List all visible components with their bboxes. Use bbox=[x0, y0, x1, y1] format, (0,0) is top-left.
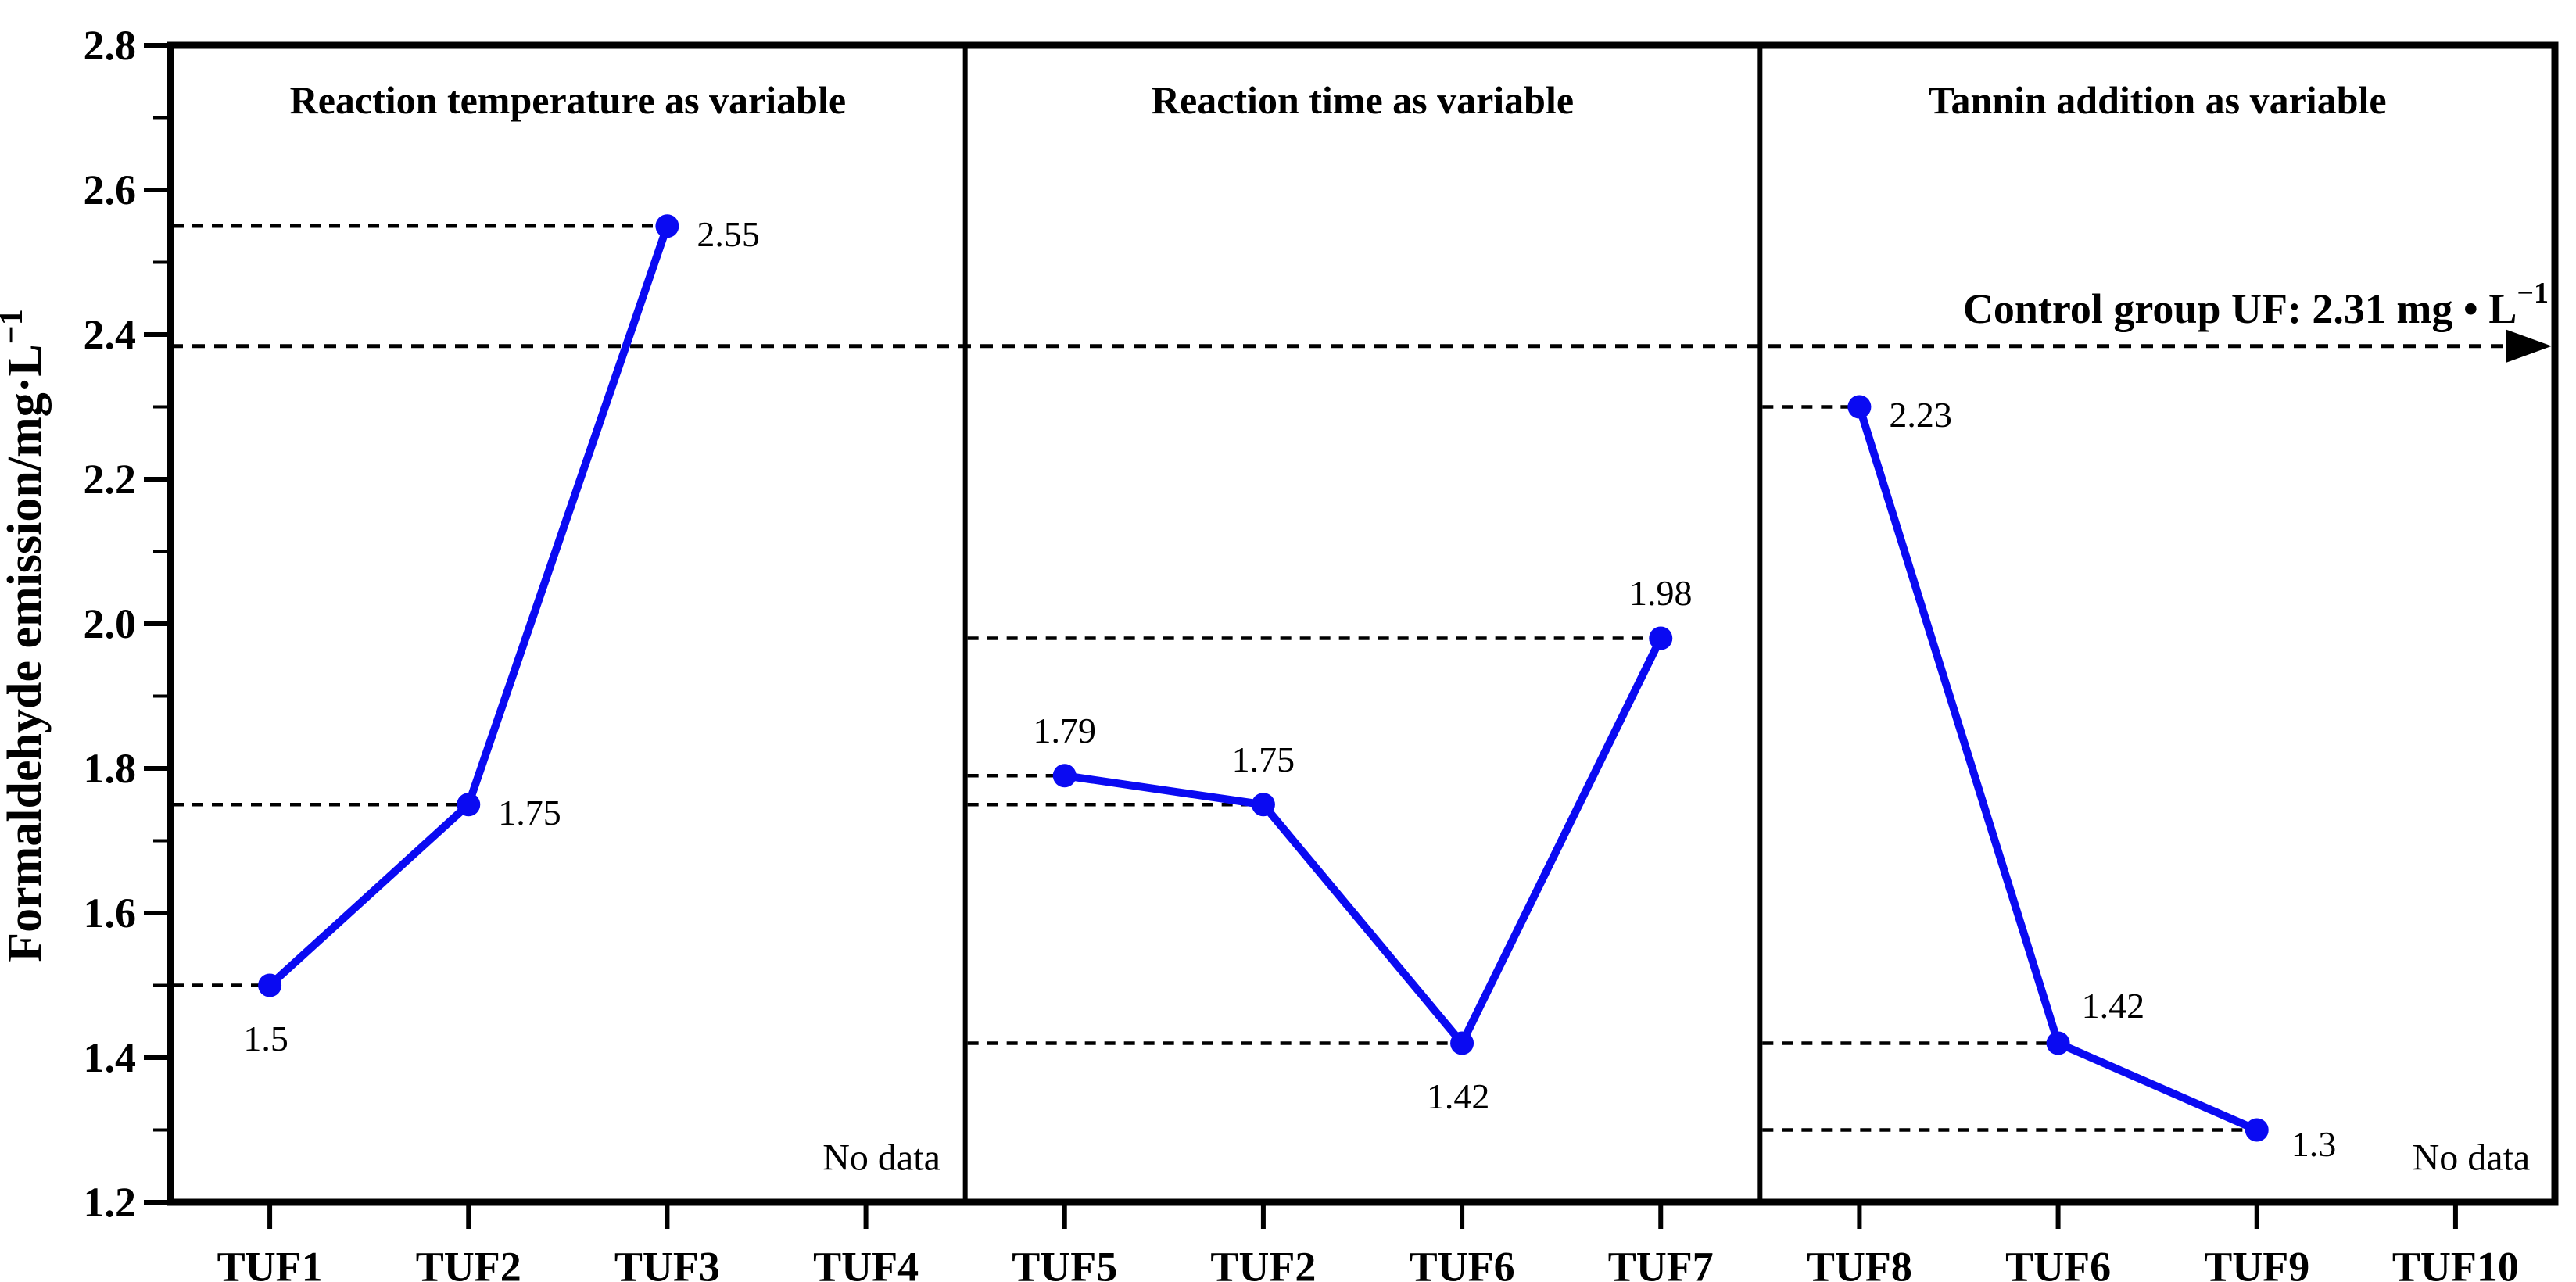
data-point-label: 1.75 bbox=[1232, 739, 1295, 779]
x-tick-label: TUF1 bbox=[217, 1243, 323, 1282]
x-tick-label: TUF2 bbox=[416, 1243, 521, 1282]
data-point-label: 1.98 bbox=[1629, 573, 1693, 613]
data-point bbox=[655, 214, 679, 238]
control-line-label: Control group UF: 2.31 mg • L−1 bbox=[1963, 277, 2549, 332]
y-tick-label: 2.4 bbox=[84, 311, 137, 358]
series-line bbox=[266, 222, 672, 990]
x-tick-label: TUF7 bbox=[1608, 1243, 1714, 1282]
y-tick-label: 1.4 bbox=[84, 1034, 137, 1081]
y-tick-label: 2.6 bbox=[84, 167, 137, 213]
data-point bbox=[457, 793, 481, 817]
x-tick-label: TUF5 bbox=[1012, 1243, 1117, 1282]
x-tick-label: TUF6 bbox=[1410, 1243, 1515, 1282]
data-point bbox=[2245, 1118, 2269, 1142]
y-axis-label: Formaldehyde emission/mg·L−1 bbox=[0, 309, 52, 962]
y-tick-label: 2.2 bbox=[84, 456, 137, 503]
data-point-label: 1.42 bbox=[1427, 1076, 1490, 1116]
data-point-label: 2.23 bbox=[1889, 395, 1952, 435]
data-point bbox=[2046, 1031, 2070, 1055]
x-tick-label: TUF4 bbox=[813, 1243, 919, 1282]
panel-title: Reaction time as variable bbox=[1152, 78, 1574, 122]
no-data-label: No data bbox=[822, 1137, 940, 1179]
y-tick-label: 1.6 bbox=[84, 890, 137, 936]
data-point bbox=[1251, 793, 1275, 817]
y-tick-label: 1.8 bbox=[84, 745, 137, 792]
x-tick-label: TUF8 bbox=[1807, 1243, 1912, 1282]
data-point-label: 1.3 bbox=[2291, 1124, 2337, 1164]
data-point bbox=[1649, 626, 1673, 650]
x-tick-label: TUF2 bbox=[1210, 1243, 1316, 1282]
x-tick-label: TUF9 bbox=[2204, 1243, 2309, 1282]
data-point-label: 1.79 bbox=[1034, 711, 1097, 750]
y-tick-label: 2.8 bbox=[84, 22, 137, 69]
data-point-label: 1.75 bbox=[498, 793, 561, 833]
y-tick-label: 2.0 bbox=[84, 600, 137, 647]
data-point bbox=[1847, 395, 1872, 419]
series-line bbox=[1855, 403, 2261, 1134]
data-point bbox=[1052, 764, 1077, 788]
data-point bbox=[258, 973, 282, 997]
series-line bbox=[1060, 634, 1665, 1047]
x-tick-label: TUF3 bbox=[614, 1243, 720, 1282]
data-point bbox=[1450, 1031, 1474, 1055]
x-tick-label: TUF10 bbox=[2392, 1243, 2519, 1282]
control-line-arrow bbox=[2506, 329, 2552, 363]
x-tick-label: TUF6 bbox=[2005, 1243, 2111, 1282]
data-point-label: 1.42 bbox=[2082, 986, 2145, 1026]
plot-frame bbox=[167, 41, 2559, 1206]
data-point-label: 1.5 bbox=[243, 1019, 288, 1058]
y-tick-label: 1.2 bbox=[84, 1179, 137, 1226]
no-data-label: No data bbox=[2413, 1137, 2531, 1179]
data-point-label: 2.55 bbox=[697, 214, 760, 254]
panel-title: Tannin addition as variable bbox=[1929, 78, 2387, 122]
panel-title: Reaction temperature as variable bbox=[290, 78, 846, 122]
